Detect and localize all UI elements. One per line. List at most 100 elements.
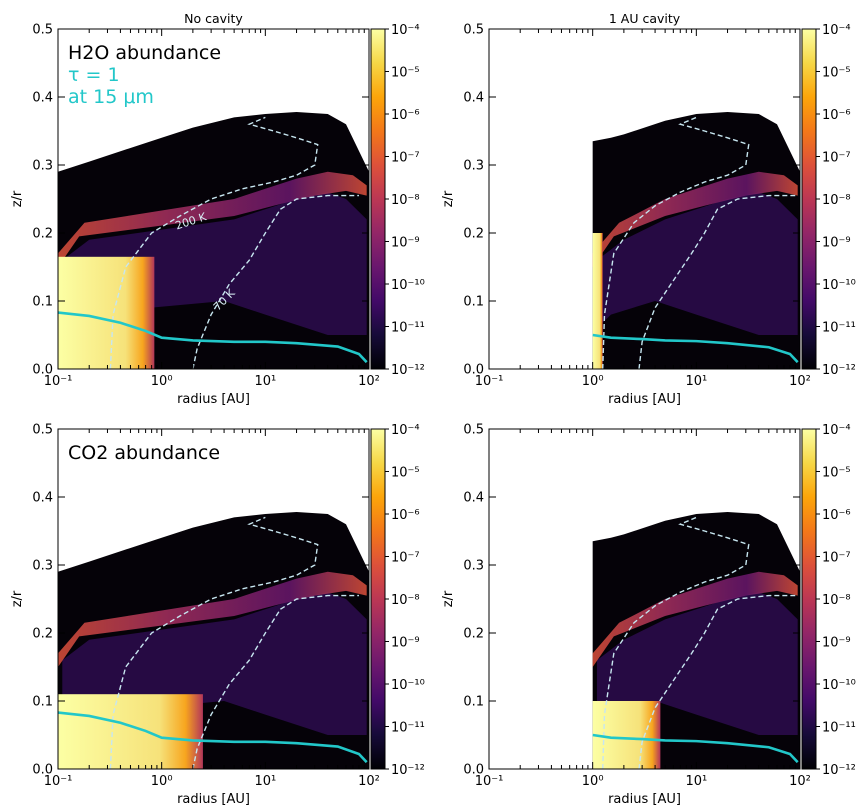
colorbar-tick-label: 10⁻¹⁰ [391, 678, 425, 693]
panel-title: No cavity [184, 11, 243, 26]
y-tick-label: 0.4 [32, 91, 53, 106]
y-tick-label: 0.5 [463, 423, 484, 438]
colorbar-tick-label: 10⁻¹² [391, 363, 425, 378]
colorbar [802, 29, 816, 369]
x-tick-label: 10¹ [685, 374, 707, 389]
colorbar-tick-label: 10⁻⁵ [391, 66, 420, 81]
colorbar-tick-label: 10⁻⁶ [391, 508, 420, 523]
tau-annotation: τ = 1 [68, 64, 120, 86]
panel-2: 10⁻¹ 10⁰ 10¹ 10² 0.0 0.1 0.2 0.3 0.4 0.5 radius [A… [441, 11, 856, 407]
y-tick-label: 0.1 [463, 295, 484, 310]
plot-area [58, 512, 369, 769]
colorbar-tick-label: 10⁻¹² [391, 763, 425, 778]
y-tick-label: 0.0 [463, 363, 484, 378]
y-tick-label: 0.0 [32, 763, 53, 778]
colorbar-tick-label: 10⁻⁵ [391, 466, 420, 481]
y-axis-label: z/r [10, 190, 25, 207]
colorbar-tick-label: 10⁻¹¹ [822, 721, 856, 736]
colorbar-tick-label: 10⁻⁴ [391, 23, 420, 38]
hot-inner-region [58, 694, 203, 769]
panel-3: 10⁻¹ 10⁰ 10¹ 10² 0.0 0.1 0.2 0.3 0.4 0.5 radius [A… [10, 423, 425, 808]
colorbar-tick-label: 10⁻⁵ [822, 66, 851, 81]
y-tick-label: 0.4 [463, 91, 484, 106]
colorbar-tick-label: 10⁻¹¹ [391, 321, 425, 336]
y-tick-label: 0.2 [32, 627, 53, 642]
y-tick-label: 0.5 [463, 23, 484, 38]
x-tick-label: 10⁰ [582, 374, 604, 389]
tau-annotation: at 15 μm [68, 86, 154, 108]
y-tick-label: 0.3 [463, 559, 484, 574]
colorbar-tick-label: 10⁻¹¹ [391, 721, 425, 736]
colorbar [802, 429, 816, 769]
colorbar-tick-label: 10⁻¹² [822, 363, 856, 378]
colorbar [371, 429, 385, 769]
x-tick-label: 10⁰ [582, 774, 604, 789]
y-tick-label: 0.3 [32, 559, 53, 574]
x-tick-label: 10² [789, 374, 811, 389]
y-tick-label: 0.0 [32, 363, 53, 378]
y-tick-label: 0.3 [463, 159, 484, 174]
y-tick-label: 0.2 [463, 227, 484, 242]
colorbar-tick-label: 10⁻⁴ [822, 23, 851, 38]
species-annotation: CO2 abundance [68, 442, 220, 464]
colorbar-tick-label: 10⁻⁹ [822, 236, 851, 251]
colorbar-tick-label: 10⁻⁶ [822, 508, 851, 523]
colorbar-tick-label: 10⁻⁵ [822, 466, 851, 481]
y-tick-label: 0.5 [32, 23, 53, 38]
y-tick-label: 0.2 [32, 227, 53, 242]
y-axis-label: z/r [10, 590, 25, 607]
colorbar-tick-label: 10⁻⁴ [822, 423, 851, 438]
x-axis-label: radius [AU] [608, 792, 681, 807]
colorbar-tick-label: 10⁻⁷ [391, 151, 420, 166]
y-tick-label: 0.1 [32, 695, 53, 710]
x-tick-label: 10² [358, 774, 380, 789]
plot-area [593, 112, 800, 369]
x-tick-label: 10² [358, 374, 380, 389]
colorbar-tick-label: 10⁻¹² [822, 763, 856, 778]
colorbar-tick-label: 10⁻¹⁰ [391, 278, 425, 293]
plot-area [58, 112, 369, 369]
colorbar [371, 29, 385, 369]
y-axis-label: z/r [441, 590, 456, 607]
y-tick-label: 0.4 [32, 491, 53, 506]
colorbar-tick-label: 10⁻⁶ [822, 108, 851, 123]
x-tick-label: 10² [789, 774, 811, 789]
x-tick-label: 10¹ [685, 774, 707, 789]
colorbar-tick-label: 10⁻⁸ [822, 193, 851, 208]
y-axis-label: z/r [441, 190, 456, 207]
x-tick-label: 10¹ [254, 374, 276, 389]
colorbar-tick-label: 10⁻¹⁰ [822, 678, 856, 693]
x-axis-label: radius [AU] [608, 392, 681, 407]
plot-area [593, 512, 800, 769]
x-tick-label: 10¹ [254, 774, 276, 789]
y-tick-label: 0.3 [32, 159, 53, 174]
species-annotation: H2O abundance [68, 42, 221, 64]
colorbar-tick-label: 10⁻⁷ [822, 151, 851, 166]
panel-1: 200 K70 K10⁻¹ 10⁰ 10¹ 10²0.00.10.20.30.40.5… [10, 11, 425, 407]
colorbar-tick-label: 10⁻⁹ [391, 636, 420, 651]
y-tick-label: 0.5 [32, 423, 53, 438]
colorbar-tick-label: 10⁻¹¹ [822, 321, 856, 336]
y-tick-label: 0.0 [463, 763, 484, 778]
panel-4: 10⁻¹ 10⁰ 10¹ 10² 0.0 0.1 0.2 0.3 0.4 0.5 radius [A… [441, 423, 856, 808]
y-tick-label: 0.4 [463, 491, 484, 506]
colorbar-tick-label: 10⁻⁸ [391, 193, 420, 208]
hot-inner-region [593, 233, 603, 369]
y-tick-label: 0.2 [463, 627, 484, 642]
y-tick-label: 0.1 [32, 295, 53, 310]
colorbar-tick-label: 10⁻⁶ [391, 108, 420, 123]
colorbar-tick-label: 10⁻⁷ [822, 551, 851, 566]
colorbar-tick-label: 10⁻⁴ [391, 423, 420, 438]
panel-title: 1 AU cavity [609, 11, 681, 26]
colorbar-tick-label: 10⁻⁸ [822, 593, 851, 608]
colorbar-tick-label: 10⁻⁹ [822, 636, 851, 651]
x-tick-label: 10⁰ [151, 774, 173, 789]
colorbar-tick-label: 10⁻⁸ [391, 593, 420, 608]
colorbar-tick-label: 10⁻¹⁰ [822, 278, 856, 293]
colorbar-tick-label: 10⁻⁷ [391, 551, 420, 566]
x-axis-label: radius [AU] [177, 392, 250, 407]
x-axis-label: radius [AU] [177, 792, 250, 807]
y-tick-label: 0.1 [463, 695, 484, 710]
colorbar-tick-label: 10⁻⁹ [391, 236, 420, 251]
